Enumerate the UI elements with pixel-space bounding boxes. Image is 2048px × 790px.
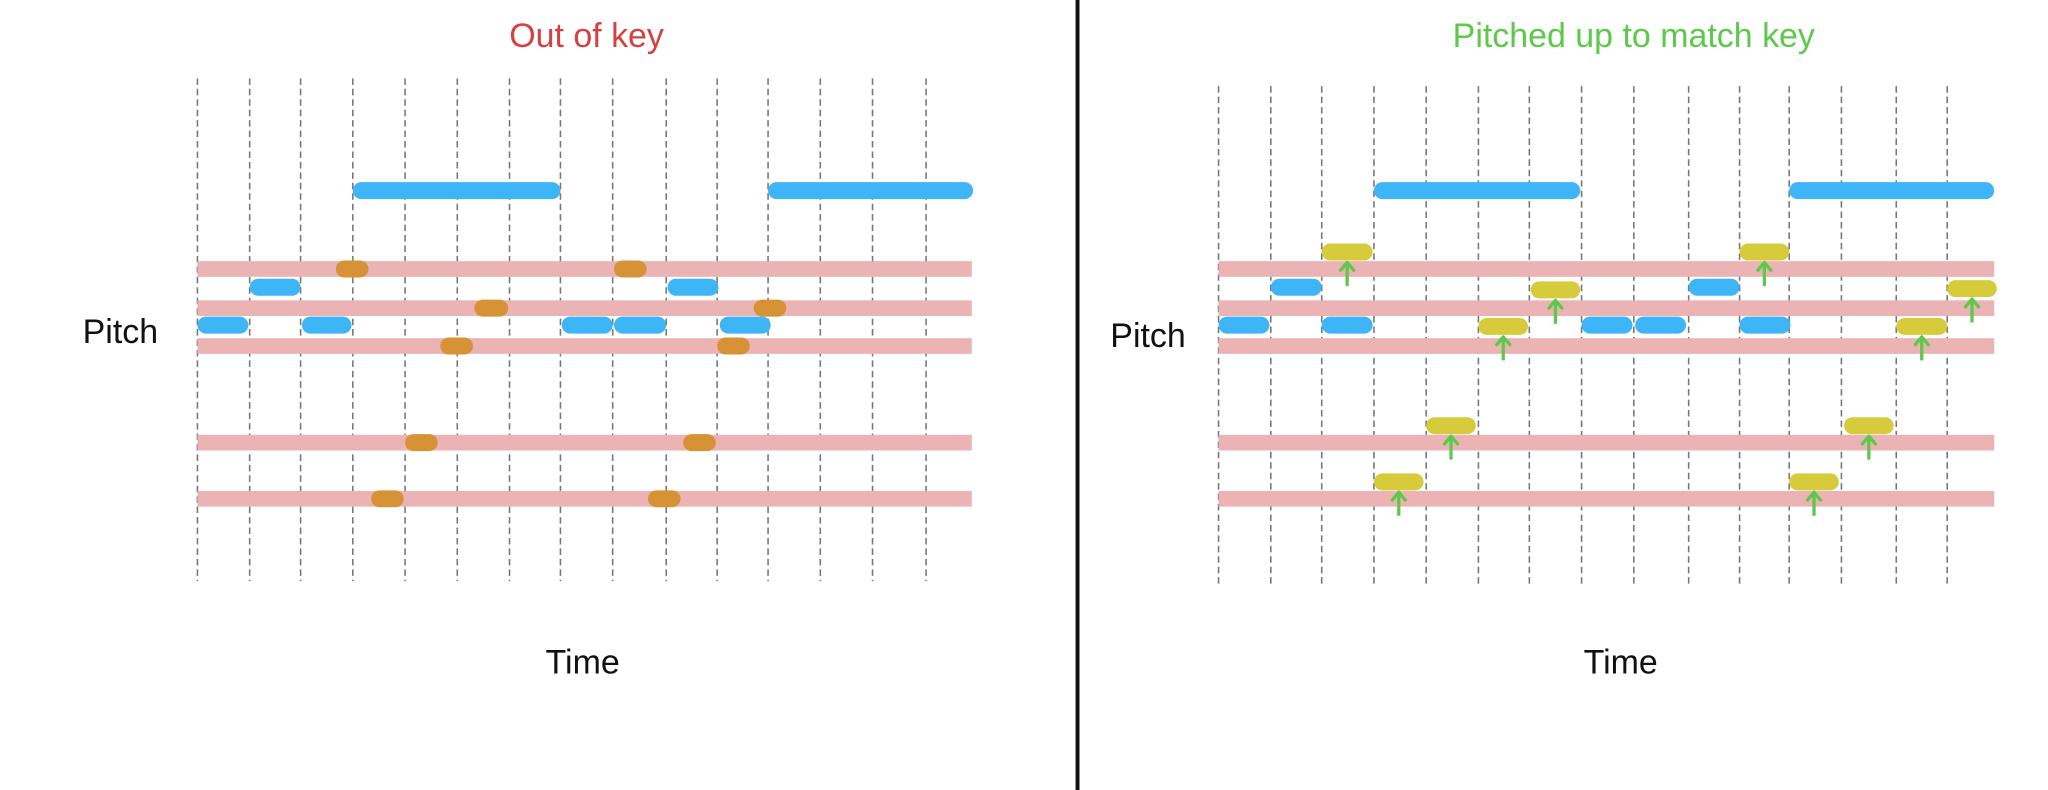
pitch-arrow-head bbox=[1963, 297, 1981, 309]
key-lane bbox=[1218, 490, 1995, 507]
off-key-note bbox=[335, 260, 369, 278]
off-key-note bbox=[474, 299, 509, 317]
off-key-note bbox=[613, 260, 647, 278]
x-axis-label: Time bbox=[1584, 644, 1658, 682]
panel-title: Pitched up to match key bbox=[1453, 17, 1815, 55]
pitch-arrow-head bbox=[1442, 434, 1460, 446]
note bbox=[1739, 316, 1791, 334]
pitch-arrow-head bbox=[1339, 260, 1356, 272]
corrected-note bbox=[1373, 473, 1424, 491]
y-axis-label: Pitch bbox=[1110, 317, 1185, 355]
note bbox=[561, 316, 613, 334]
key-lane bbox=[197, 434, 972, 451]
note bbox=[1218, 316, 1270, 334]
pitch-arrow-head bbox=[1913, 335, 1930, 347]
note bbox=[613, 316, 667, 334]
pitch-arrow-head bbox=[1495, 335, 1512, 347]
off-key-note bbox=[753, 299, 787, 317]
note bbox=[197, 316, 249, 334]
off-key-note bbox=[647, 490, 681, 508]
off-key-note bbox=[717, 337, 750, 355]
note bbox=[768, 182, 974, 200]
x-axis-label: Time bbox=[546, 644, 620, 682]
pitch-arrow-head bbox=[1805, 490, 1823, 502]
note bbox=[1373, 182, 1581, 200]
pitch-arrow-head bbox=[1547, 298, 1564, 310]
note bbox=[1789, 182, 1995, 200]
corrected-note bbox=[1739, 243, 1790, 261]
note bbox=[1581, 316, 1633, 334]
corrected-note bbox=[1789, 473, 1839, 491]
note bbox=[1688, 278, 1740, 296]
note bbox=[301, 316, 352, 334]
key-lane bbox=[197, 490, 972, 507]
pitch-arrow-head bbox=[1390, 490, 1407, 502]
piano-rolls bbox=[196, 78, 1997, 588]
note bbox=[352, 182, 561, 200]
corrected-note bbox=[1844, 417, 1894, 435]
key-lane bbox=[1218, 261, 1995, 277]
note bbox=[1321, 316, 1373, 334]
off-key-note bbox=[405, 434, 438, 452]
key-lane bbox=[197, 300, 972, 316]
corrected-note bbox=[1321, 243, 1373, 261]
off-key-note bbox=[683, 434, 716, 452]
key-lane bbox=[197, 261, 972, 277]
note bbox=[249, 278, 301, 296]
pitch-arrow-head bbox=[1756, 260, 1773, 272]
key-lane bbox=[1218, 338, 1995, 354]
corrected-note bbox=[1896, 317, 1948, 335]
corrected-note bbox=[1426, 417, 1476, 435]
y-axis-label: Pitch bbox=[83, 313, 158, 351]
note bbox=[719, 316, 771, 334]
key-lane bbox=[1218, 434, 1995, 451]
pitch-arrow-head bbox=[1860, 434, 1878, 446]
corrected-note bbox=[1947, 280, 1997, 298]
note bbox=[1635, 316, 1687, 334]
note bbox=[667, 278, 719, 296]
note bbox=[1270, 278, 1322, 296]
off-key-note bbox=[371, 490, 404, 508]
panel-title: Out of key bbox=[509, 17, 664, 55]
off-key-note bbox=[440, 337, 473, 355]
key-lane bbox=[1218, 300, 1995, 316]
key-lane bbox=[197, 338, 972, 354]
corrected-note bbox=[1530, 281, 1581, 299]
corrected-note bbox=[1478, 317, 1529, 335]
